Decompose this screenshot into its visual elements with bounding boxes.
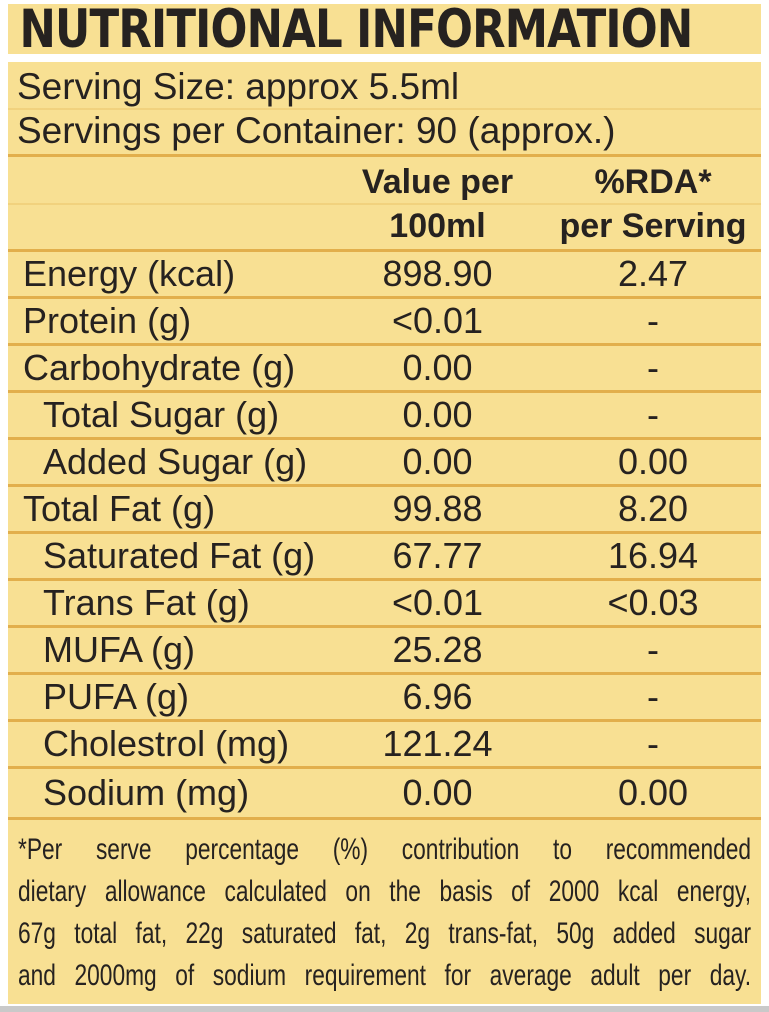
table-row: Carbohydrate (g) 0.00 - <box>8 346 761 393</box>
column-value-header: Value per 100ml <box>361 163 514 245</box>
table-row: Total Fat (g) 99.88 8.20 <box>8 487 761 534</box>
nutrition-table: Energy (kcal) 898.90 2.47 Protein (g) <0… <box>8 252 761 820</box>
nutrient-label: Total Fat (g) <box>23 488 216 529</box>
nutrient-label: Trans Fat (g) <box>43 582 250 623</box>
serving-size-text: Serving Size: approx 5.5ml <box>17 66 460 107</box>
nutrient-label: PUFA (g) <box>43 676 190 717</box>
nutrient-label: Sodium (mg) <box>43 772 250 813</box>
nutrient-label: MUFA (g) <box>43 629 196 670</box>
value-per-100ml-cell: <0.01 <box>391 582 484 623</box>
value-per-100ml-cell: 0.00 <box>402 347 473 388</box>
nutrient-label: Cholestrol (mg) <box>43 723 290 764</box>
table-row: Saturated Fat (g) 67.77 16.94 <box>8 534 761 581</box>
table-row: Sodium (mg) 0.00 0.00 <box>8 769 761 820</box>
nutrient-label: Saturated Fat (g) <box>43 535 316 576</box>
rda-per-serving-cell: - <box>647 676 659 717</box>
nutrient-label: Energy (kcal) <box>23 253 236 294</box>
serving-info: Serving Size: approx 5.5ml Servings per … <box>8 62 761 157</box>
footnote-line: and 2000mg of sodium requirement for ave… <box>18 959 752 992</box>
rda-per-serving-cell: - <box>647 347 659 388</box>
column-nutrient-header <box>15 160 330 249</box>
rda-per-serving-cell: 16.94 <box>607 535 699 576</box>
label-title: NUTRITIONAL INFORMATION <box>19 4 693 54</box>
table-row: Added Sugar (g) 0.00 0.00 <box>8 440 761 487</box>
nutrient-label: Protein (g) <box>23 300 192 341</box>
value-per-100ml-cell: 0.00 <box>402 772 473 813</box>
rda-per-serving-cell: - <box>647 394 659 435</box>
rda-footnote: *Per serve percentage (%) contribution t… <box>8 820 761 997</box>
value-per-100ml-cell: 67.77 <box>392 535 483 576</box>
table-row: PUFA (g) 6.96 - <box>8 675 761 722</box>
rda-per-serving-cell: 0.00 <box>617 441 689 482</box>
column-headers: Value per 100ml %RDA* per Serving <box>8 157 761 252</box>
nutrient-label: Carbohydrate (g) <box>23 347 296 388</box>
rda-per-serving-cell: <0.03 <box>607 582 699 623</box>
value-per-100ml-cell: 6.96 <box>402 676 473 717</box>
servings-per-container-text: Servings per Container: 90 (approx.) <box>17 110 616 151</box>
rda-per-serving-cell: - <box>647 300 659 341</box>
table-row: Cholestrol (mg) 121.24 - <box>8 722 761 769</box>
table-row: Total Sugar (g) 0.00 - <box>8 393 761 440</box>
value-per-100ml-cell: 25.28 <box>392 629 483 670</box>
rda-per-serving-cell: 2.47 <box>617 253 689 294</box>
bottom-edge-strip <box>0 1006 769 1012</box>
value-per-100ml-cell: <0.01 <box>391 300 484 341</box>
column-rda-header: %RDA* per Serving <box>559 163 747 245</box>
footnote-line: *Per serve percentage (%) contribution t… <box>18 833 752 866</box>
value-per-100ml-cell: 898.90 <box>382 253 493 294</box>
table-row: Energy (kcal) 898.90 2.47 <box>8 252 761 299</box>
label-body: Serving Size: approx 5.5ml Servings per … <box>8 62 761 1004</box>
label-title-band: NUTRITIONAL INFORMATION <box>8 4 761 54</box>
nutrient-label: Added Sugar (g) <box>43 441 308 482</box>
table-row: Trans Fat (g) <0.01 <0.03 <box>8 581 761 628</box>
footnote-line: dietary allowance calculated on the basi… <box>18 875 752 908</box>
rda-per-serving-cell: 8.20 <box>617 488 689 529</box>
rda-per-serving-cell: 0.00 <box>617 772 689 813</box>
nutrient-label: Total Sugar (g) <box>43 394 280 435</box>
value-per-100ml-cell: 0.00 <box>402 441 473 482</box>
rda-per-serving-cell: - <box>647 629 659 670</box>
footnote-line: 67g total fat, 22g saturated fat, 2g tra… <box>18 917 752 950</box>
table-row: Protein (g) <0.01 - <box>8 299 761 346</box>
value-per-100ml-cell: 0.00 <box>402 394 473 435</box>
table-row: MUFA (g) 25.28 - <box>8 628 761 675</box>
rda-per-serving-cell: - <box>647 723 659 764</box>
value-per-100ml-cell: 121.24 <box>382 723 493 764</box>
value-per-100ml-cell: 99.88 <box>392 488 483 529</box>
